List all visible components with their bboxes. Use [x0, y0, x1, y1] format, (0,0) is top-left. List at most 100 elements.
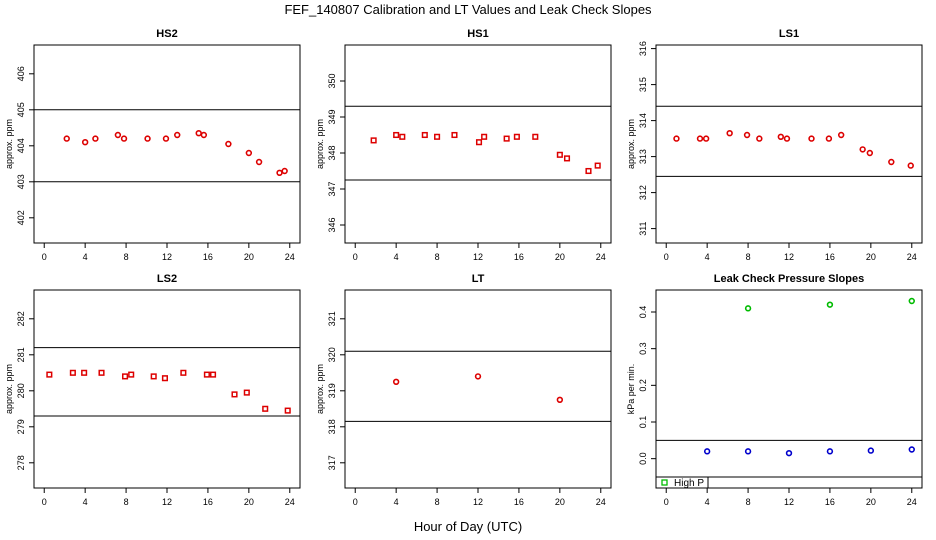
data-point — [743, 131, 751, 139]
y-tick-label: 319 — [327, 383, 337, 398]
x-tick-label: 20 — [555, 252, 565, 262]
data-point — [756, 135, 763, 142]
data-point — [231, 391, 238, 398]
y-tick-label: 0.0 — [638, 452, 648, 465]
panel-title: LS1 — [779, 28, 799, 40]
y-tick-label: 318 — [327, 419, 337, 434]
data-point — [92, 135, 99, 142]
data-point — [837, 131, 845, 139]
y-axis-label: kPa per min. — [626, 364, 636, 415]
data-point — [808, 135, 815, 142]
data-point — [245, 149, 253, 157]
x-tick-label: 24 — [285, 252, 295, 262]
x-tick-label: 4 — [83, 252, 88, 262]
x-tick-label: 20 — [555, 497, 565, 507]
data-point — [826, 448, 834, 455]
data-point — [69, 369, 76, 376]
x-axis-label: Hour of Day (UTC) — [414, 519, 522, 534]
y-tick-label: 346 — [327, 217, 337, 232]
data-point — [284, 407, 291, 414]
x-tick-label: 8 — [124, 252, 129, 262]
x-tick-label: 12 — [473, 252, 483, 262]
y-tick-label: 281 — [16, 347, 26, 362]
data-point — [503, 135, 510, 142]
y-tick-label: 0.2 — [638, 379, 648, 392]
y-axis-label: approx. ppm — [315, 119, 325, 169]
y-tick-label: 406 — [16, 66, 26, 81]
y-tick-label: 321 — [327, 311, 337, 326]
panel-title: Leak Check Pressure Slopes — [714, 273, 864, 285]
data-point — [556, 151, 563, 158]
panel-6: Leak Check Pressure Slopes High P 0 4 8 12 16 2… — [626, 273, 923, 507]
x-tick-label: 24 — [285, 497, 295, 507]
y-tick-label: 347 — [327, 181, 337, 196]
data-point — [702, 135, 710, 142]
data-point — [513, 133, 520, 140]
data-point — [594, 162, 601, 169]
panel-5: LT 0 4 8 12 16 20 24 317 318 319 320 321 approx. ppm — [315, 273, 612, 507]
data-point — [451, 131, 458, 139]
y-tick-label: 278 — [16, 455, 26, 470]
data-point — [114, 131, 122, 139]
x-tick-label: 8 — [435, 497, 440, 507]
data-point — [255, 158, 263, 166]
data-point — [696, 135, 704, 142]
panel-title: LT — [472, 273, 485, 285]
data-point — [81, 139, 89, 146]
y-tick-label: 279 — [16, 419, 26, 434]
data-point — [81, 369, 88, 376]
y-tick-label: 316 — [638, 41, 648, 56]
data-point — [393, 131, 400, 139]
data-point — [783, 135, 791, 142]
data-point — [859, 146, 866, 153]
data-point — [866, 149, 874, 157]
x-tick-label: 16 — [514, 497, 524, 507]
panel-3: LS1 0 4 8 12 16 20 24 311 312 313 314 315 316 approx. … — [626, 28, 923, 262]
data-point — [63, 135, 70, 142]
x-tick-label: 20 — [244, 252, 254, 262]
y-tick-label: 315 — [638, 77, 648, 92]
y-tick-label: 0.3 — [638, 342, 648, 355]
x-tick-label: 24 — [907, 252, 917, 262]
x-tick-label: 4 — [83, 497, 88, 507]
y-tick-label: 320 — [327, 347, 337, 362]
data-point — [867, 447, 875, 454]
data-point — [421, 131, 428, 139]
data-point — [556, 396, 564, 403]
data-point — [744, 448, 752, 455]
data-point — [726, 130, 733, 137]
y-tick-label: 0.1 — [638, 416, 648, 429]
y-tick-label: 280 — [16, 383, 26, 398]
data-point — [585, 167, 592, 175]
x-tick-label: 24 — [907, 497, 917, 507]
data-point — [262, 405, 269, 412]
x-tick-label: 12 — [162, 252, 172, 262]
x-tick-label: 8 — [435, 252, 440, 262]
x-tick-label: 8 — [746, 252, 751, 262]
x-tick-label: 0 — [353, 252, 358, 262]
data-point — [195, 130, 202, 137]
data-point — [907, 162, 914, 169]
panel-title: HS2 — [156, 28, 177, 40]
data-point — [281, 167, 288, 175]
data-point — [162, 135, 170, 142]
data-point — [128, 371, 135, 378]
data-point — [98, 369, 105, 376]
x-tick-label: 0 — [42, 252, 47, 262]
figure-title: FEF_140807 Calibration and LT Values and… — [284, 2, 652, 17]
data-point — [532, 133, 539, 140]
panel-4: LS2 0 4 8 12 16 20 24 278 279 280 281 282 approx. ppm — [4, 273, 301, 507]
x-tick-label: 4 — [705, 252, 710, 262]
x-tick-label: 0 — [42, 497, 47, 507]
x-tick-label: 16 — [514, 252, 524, 262]
y-tick-label: 0.4 — [638, 306, 648, 319]
x-tick-label: 0 — [664, 497, 669, 507]
data-point — [703, 448, 711, 455]
legend-marker — [661, 479, 668, 486]
data-point — [474, 373, 482, 380]
x-tick-label: 12 — [162, 497, 172, 507]
data-point — [180, 369, 187, 376]
